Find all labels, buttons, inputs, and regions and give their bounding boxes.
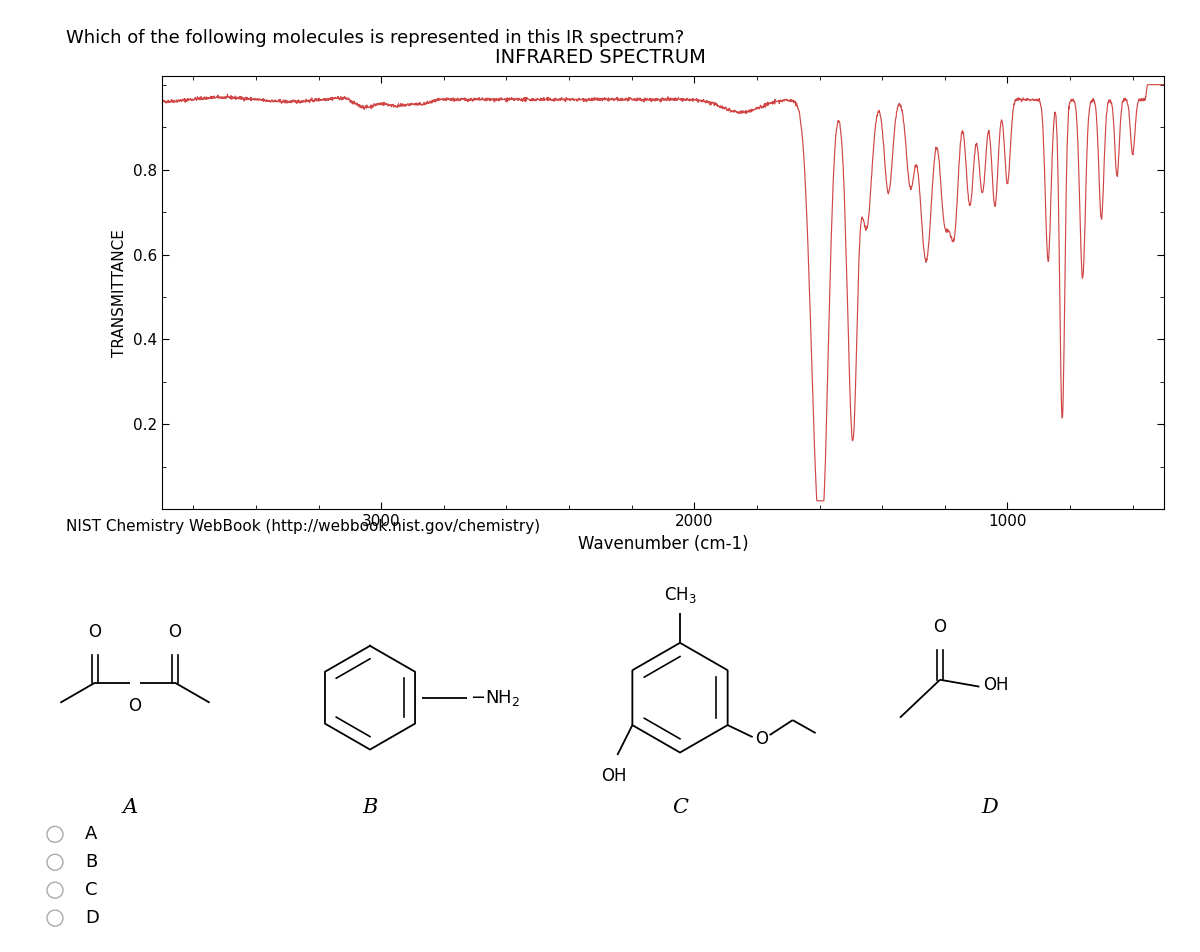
Text: Which of the following molecules is represented in this IR spectrum?: Which of the following molecules is repr…: [66, 29, 684, 47]
Text: OH: OH: [601, 767, 628, 785]
Text: INFRARED SPECTRUM: INFRARED SPECTRUM: [494, 48, 706, 67]
Text: OH: OH: [983, 676, 1009, 694]
Y-axis label: TRANSMITTANCE: TRANSMITTANCE: [113, 228, 127, 357]
Text: NIST Chemistry WebBook (http://webbook.nist.gov/chemistry): NIST Chemistry WebBook (http://webbook.n…: [66, 519, 540, 534]
Text: A: A: [85, 825, 97, 843]
Text: B: B: [85, 853, 97, 871]
X-axis label: Wavenumber (cm-1): Wavenumber (cm-1): [577, 535, 749, 553]
Text: CH$_3$: CH$_3$: [664, 585, 696, 605]
Text: D: D: [982, 798, 998, 817]
Text: O: O: [934, 618, 947, 636]
Text: A: A: [122, 798, 138, 817]
Text: $-$NH$_2$: $-$NH$_2$: [470, 687, 521, 707]
Text: D: D: [85, 909, 98, 927]
Text: C: C: [672, 798, 688, 817]
Text: C: C: [85, 882, 97, 900]
Text: O: O: [755, 730, 768, 748]
Text: B: B: [362, 798, 378, 817]
Text: O: O: [89, 623, 102, 641]
Text: O: O: [168, 623, 181, 641]
Text: O: O: [128, 697, 142, 715]
